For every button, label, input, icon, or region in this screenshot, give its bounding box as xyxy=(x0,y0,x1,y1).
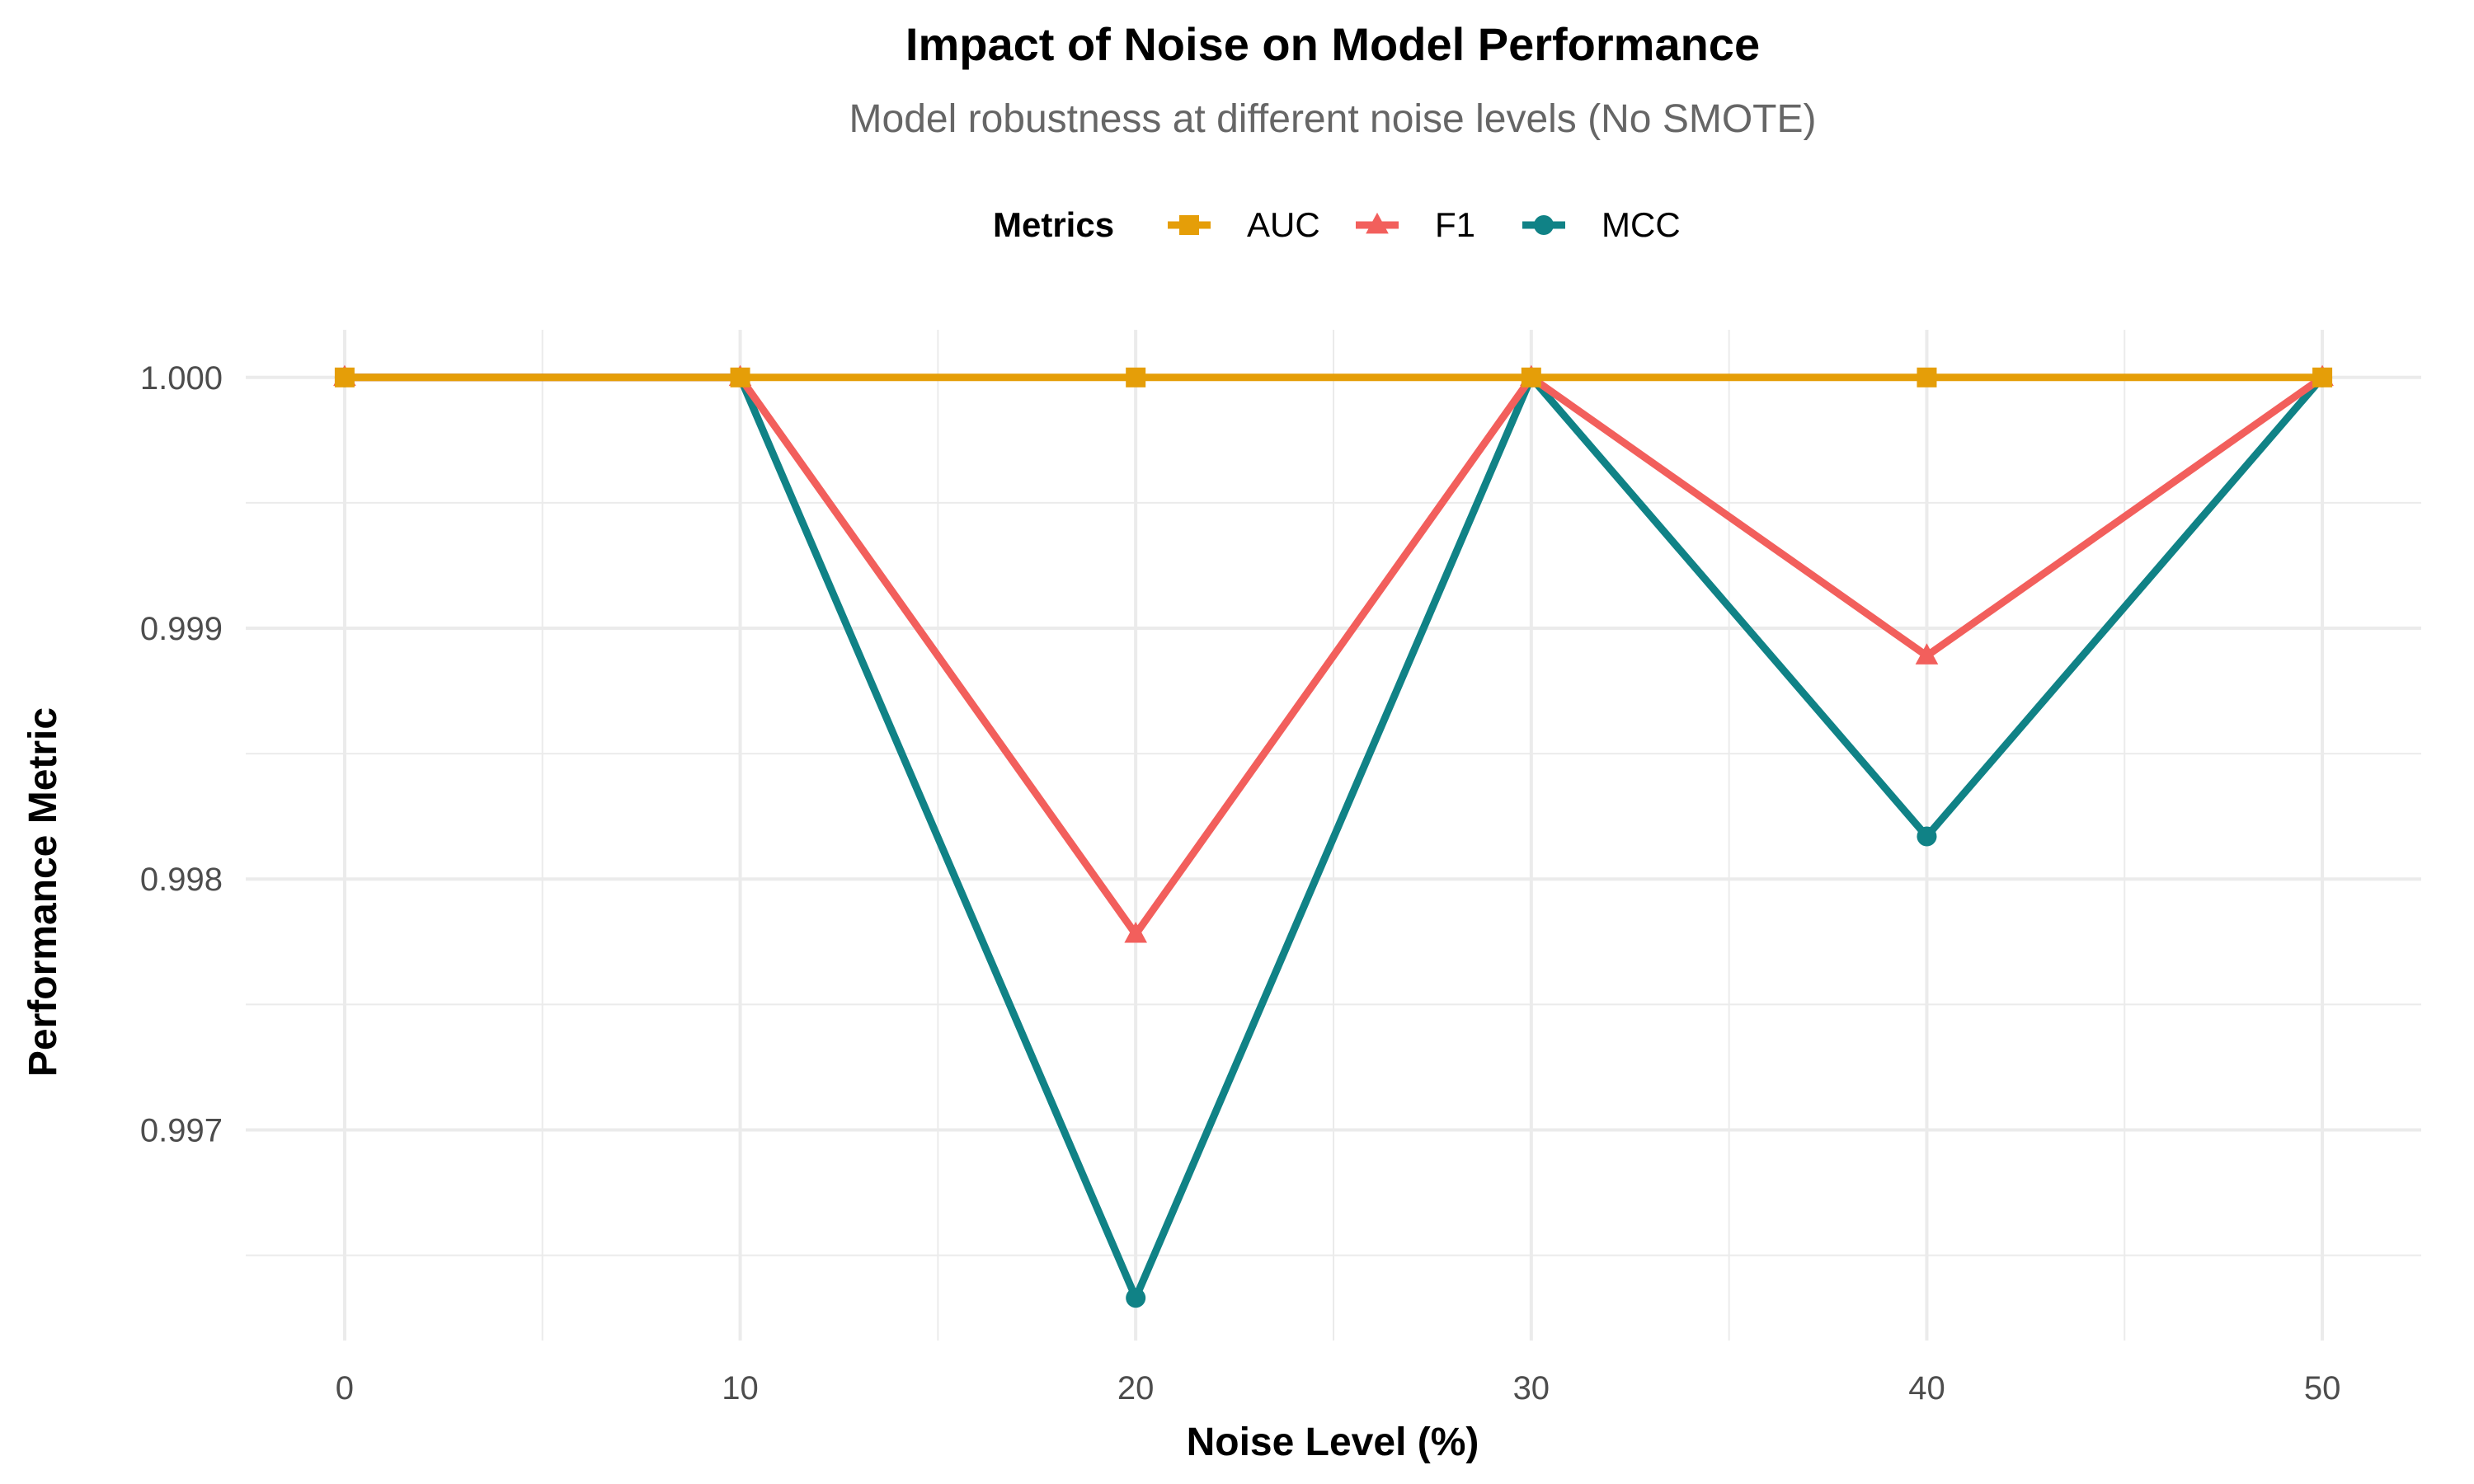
y-tick-label: 0.999 xyxy=(140,611,223,647)
x-tick-label: 50 xyxy=(2304,1370,2341,1407)
y-tick-label: 1.000 xyxy=(140,360,223,397)
data-point-f1 xyxy=(1915,643,1939,665)
series-auc xyxy=(334,367,2333,387)
data-point-auc xyxy=(730,367,750,387)
legend-swatch-marker xyxy=(1179,215,1199,235)
legend-label: F1 xyxy=(1435,205,1475,244)
legend-item-auc: AUC xyxy=(1168,205,1320,244)
y-axis-ticks: 0.997 0.998 0.999 1.000 xyxy=(140,360,223,1149)
y-axis-title: Performance Metric xyxy=(21,707,65,1077)
x-tick-label: 20 xyxy=(1117,1370,1155,1407)
series-layer xyxy=(333,364,2334,1308)
data-point-mcc xyxy=(1126,1288,1146,1308)
legend-label: MCC xyxy=(1602,205,1681,244)
legend-label: AUC xyxy=(1247,205,1320,244)
legend-title: Metrics xyxy=(993,205,1114,244)
legend-swatch-marker xyxy=(1534,215,1554,235)
x-axis-title: Noise Level (%) xyxy=(1187,1421,1479,1464)
y-tick-label: 0.998 xyxy=(140,862,223,898)
data-point-auc xyxy=(1126,367,1146,387)
x-axis-ticks: 0 10 20 30 40 50 xyxy=(336,1370,2341,1407)
legend-item-f1: F1 xyxy=(1356,205,1475,244)
x-tick-label: 30 xyxy=(1513,1370,1550,1407)
legend-swatch-marker xyxy=(1366,212,1389,234)
chart-title: Impact of Noise on Model Performance xyxy=(905,18,1760,70)
x-tick-label: 40 xyxy=(1908,1370,1945,1407)
y-tick-label: 0.997 xyxy=(140,1112,223,1148)
data-point-auc xyxy=(1521,367,1541,387)
data-point-mcc xyxy=(1917,826,1937,847)
x-tick-label: 10 xyxy=(722,1370,759,1407)
data-point-auc xyxy=(1917,367,1937,387)
data-point-auc xyxy=(2312,367,2333,387)
legend: Metrics AUC F1 MCC xyxy=(993,205,1681,244)
chart-subtitle: Model robustness at different noise leve… xyxy=(849,97,1817,141)
legend-item-mcc: MCC xyxy=(1522,205,1681,244)
data-point-f1 xyxy=(1124,921,1147,943)
data-point-auc xyxy=(334,367,355,387)
x-tick-label: 0 xyxy=(336,1370,354,1407)
